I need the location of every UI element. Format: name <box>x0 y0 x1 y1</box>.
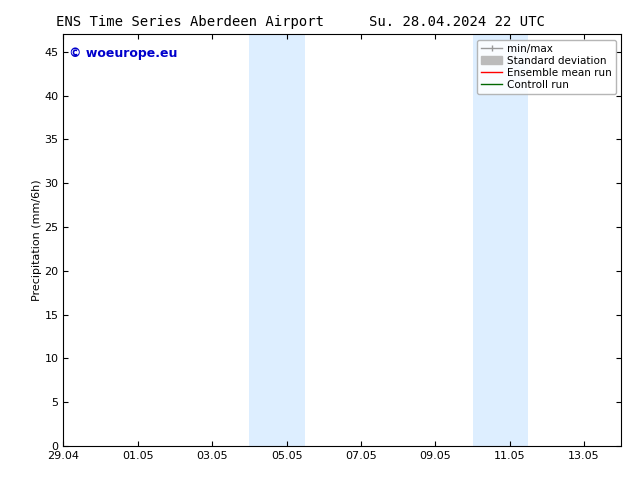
Text: ENS Time Series Aberdeen Airport: ENS Time Series Aberdeen Airport <box>56 15 324 29</box>
Bar <box>472 34 528 446</box>
Text: © woeurope.eu: © woeurope.eu <box>69 47 178 60</box>
Bar <box>249 34 305 446</box>
Y-axis label: Precipitation (mm/6h): Precipitation (mm/6h) <box>32 179 42 301</box>
Text: Su. 28.04.2024 22 UTC: Su. 28.04.2024 22 UTC <box>368 15 545 29</box>
Legend: min/max, Standard deviation, Ensemble mean run, Controll run: min/max, Standard deviation, Ensemble me… <box>477 40 616 94</box>
